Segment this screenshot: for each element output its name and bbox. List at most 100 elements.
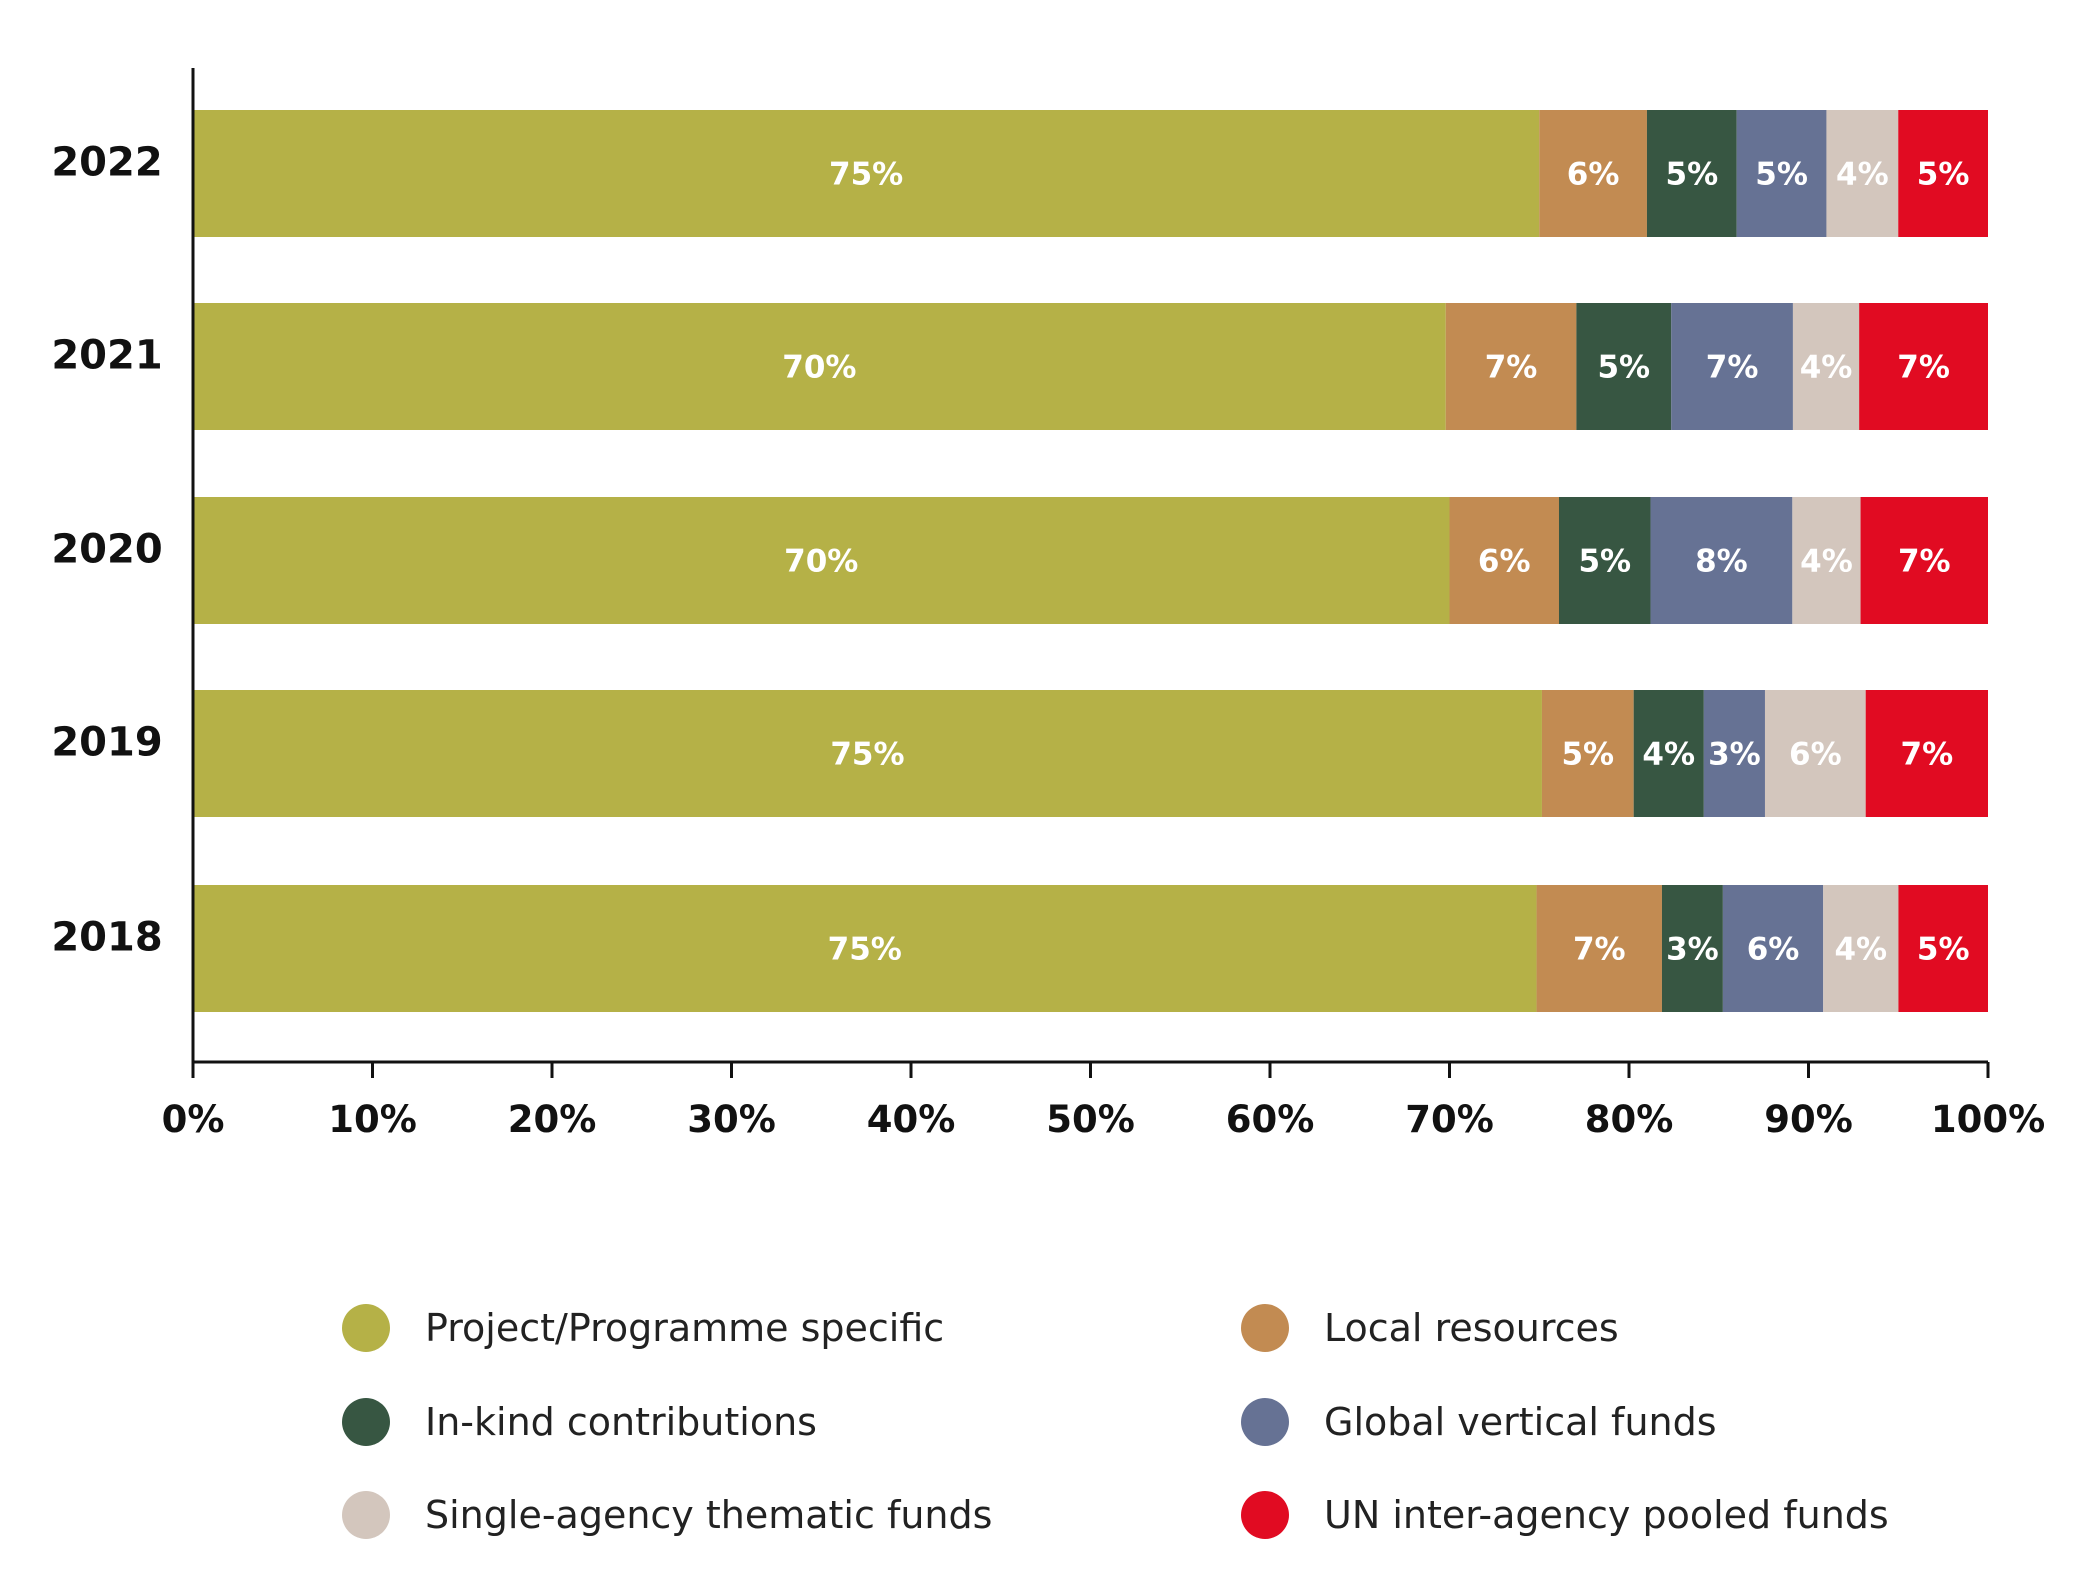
bar-segment — [1792, 303, 1860, 430]
bar-segment — [1449, 497, 1559, 624]
data-label: 7% — [1706, 350, 1759, 386]
data-label: 70% — [784, 544, 858, 580]
x-tick-label: 70% — [1405, 1098, 1494, 1141]
bar-segment — [1859, 303, 1988, 430]
legend-swatch — [1241, 1491, 1289, 1539]
bar-row-2022: 75% 6% 5% 5% 4% 5% — [193, 110, 1988, 237]
x-tick-label: 40% — [867, 1098, 956, 1141]
bar-segment — [1671, 303, 1793, 430]
legend-swatch — [342, 1304, 390, 1352]
bar-segment — [193, 110, 1540, 237]
bar-segment — [1650, 497, 1793, 624]
data-label: 4% — [1642, 737, 1695, 773]
bar-segment — [1576, 303, 1672, 430]
data-label: 7% — [1897, 350, 1950, 386]
bars-layer: 75% 6% 5% 5% 4% 5%70% 7% 5% 7% 4% 7%70% 6% 5% 8% 4% 7%7… — [193, 110, 1988, 1012]
legend: Project/Programme specific Local resource… — [342, 1304, 1889, 1539]
bar-segment — [1539, 110, 1647, 237]
data-label: 4% — [1800, 350, 1853, 386]
data-label: 5% — [1755, 157, 1808, 193]
bar-segment — [1722, 885, 1824, 1012]
y-tick-label: 2019 — [51, 720, 162, 766]
bar-segment — [1792, 497, 1861, 624]
bar-segment — [1661, 885, 1723, 1012]
data-label: 75% — [828, 932, 902, 968]
bar-segment — [1898, 110, 1988, 237]
data-label: 7% — [1485, 350, 1538, 386]
y-tick-label: 2020 — [51, 527, 162, 573]
bar-segment — [1541, 690, 1634, 817]
axes-layer: 2022 2021 2020 2019 2018 0% 10% 20% 30% 40% 50% 60%… — [51, 68, 2045, 1141]
data-label: 5% — [1666, 157, 1719, 193]
legend-swatch — [1241, 1304, 1289, 1352]
data-label: 75% — [829, 157, 903, 193]
legend-swatch — [342, 1398, 390, 1446]
legend-item: Global vertical funds — [1241, 1398, 1717, 1446]
data-label: 5% — [1917, 932, 1970, 968]
legend-item: Local resources — [1241, 1304, 1619, 1352]
x-tick-label: 50% — [1046, 1098, 1135, 1141]
data-label: 6% — [1478, 544, 1531, 580]
x-tick-label: 20% — [508, 1098, 597, 1141]
x-tick-label: 0% — [162, 1098, 225, 1141]
x-tick-label: 60% — [1226, 1098, 1315, 1141]
legend-item: Project/Programme specific — [342, 1304, 944, 1352]
bar-segment — [193, 885, 1537, 1012]
bar-segment — [1558, 497, 1651, 624]
x-tick-label: 10% — [328, 1098, 417, 1141]
bar-segment — [1736, 110, 1827, 237]
data-label: 7% — [1573, 932, 1626, 968]
bar-segment — [193, 497, 1450, 624]
legend-item: Single-agency thematic funds — [342, 1491, 992, 1539]
data-label: 5% — [1597, 350, 1650, 386]
bar-segment — [1445, 303, 1577, 430]
bar-segment — [1823, 885, 1899, 1012]
data-label: 5% — [1578, 544, 1631, 580]
x-tick-label: 30% — [687, 1098, 776, 1141]
bar-row-2020: 70% 6% 5% 8% 4% 7% — [193, 497, 1988, 624]
x-tick-label: 80% — [1585, 1098, 1674, 1141]
data-label: 3% — [1666, 932, 1719, 968]
bar-segment — [1898, 885, 1988, 1012]
data-label: 4% — [1800, 544, 1853, 580]
data-label: 8% — [1695, 544, 1748, 580]
bar-segment — [1860, 497, 1988, 624]
data-label: 3% — [1708, 737, 1761, 773]
data-label: 70% — [782, 350, 856, 386]
data-label: 4% — [1834, 932, 1887, 968]
data-label: 6% — [1789, 737, 1842, 773]
legend-label: Project/Programme specific — [425, 1306, 944, 1350]
bar-segment — [1703, 690, 1765, 817]
y-tick-label: 2018 — [51, 915, 162, 961]
data-label: 6% — [1567, 157, 1620, 193]
bar-row-2021: 70% 7% 5% 7% 4% 7% — [193, 303, 1988, 430]
y-tick-label: 2022 — [51, 140, 162, 186]
legend-label: In-kind contributions — [425, 1400, 817, 1444]
legend-label: UN inter-agency pooled funds — [1324, 1493, 1889, 1537]
bar-segment — [1826, 110, 1899, 237]
data-label: 5% — [1561, 737, 1614, 773]
data-label: 7% — [1898, 544, 1951, 580]
legend-swatch — [1241, 1398, 1289, 1446]
bar-segment — [193, 303, 1446, 430]
data-label: 7% — [1901, 737, 1954, 773]
legend-label: Local resources — [1324, 1306, 1619, 1350]
bar-segment — [1646, 110, 1737, 237]
x-tick-label: 90% — [1764, 1098, 1853, 1141]
bar-segment — [193, 690, 1542, 817]
bar-row-2018: 75% 7% 3% 6% 4% 5% — [193, 885, 1988, 1012]
data-label: 5% — [1917, 157, 1970, 193]
legend-label: Global vertical funds — [1324, 1400, 1717, 1444]
legend-item: In-kind contributions — [342, 1398, 817, 1446]
bar-segment — [1536, 885, 1662, 1012]
data-label: 4% — [1836, 157, 1889, 193]
bar-segment — [1633, 690, 1704, 817]
bar-segment — [1764, 690, 1866, 817]
bar-row-2019: 75% 5% 4% 3% 6% 7% — [193, 690, 1988, 817]
y-tick-label: 2021 — [51, 333, 162, 379]
bar-segment — [1865, 690, 1988, 817]
data-label: 6% — [1747, 932, 1800, 968]
x-tick-label: 100% — [1931, 1098, 2045, 1141]
